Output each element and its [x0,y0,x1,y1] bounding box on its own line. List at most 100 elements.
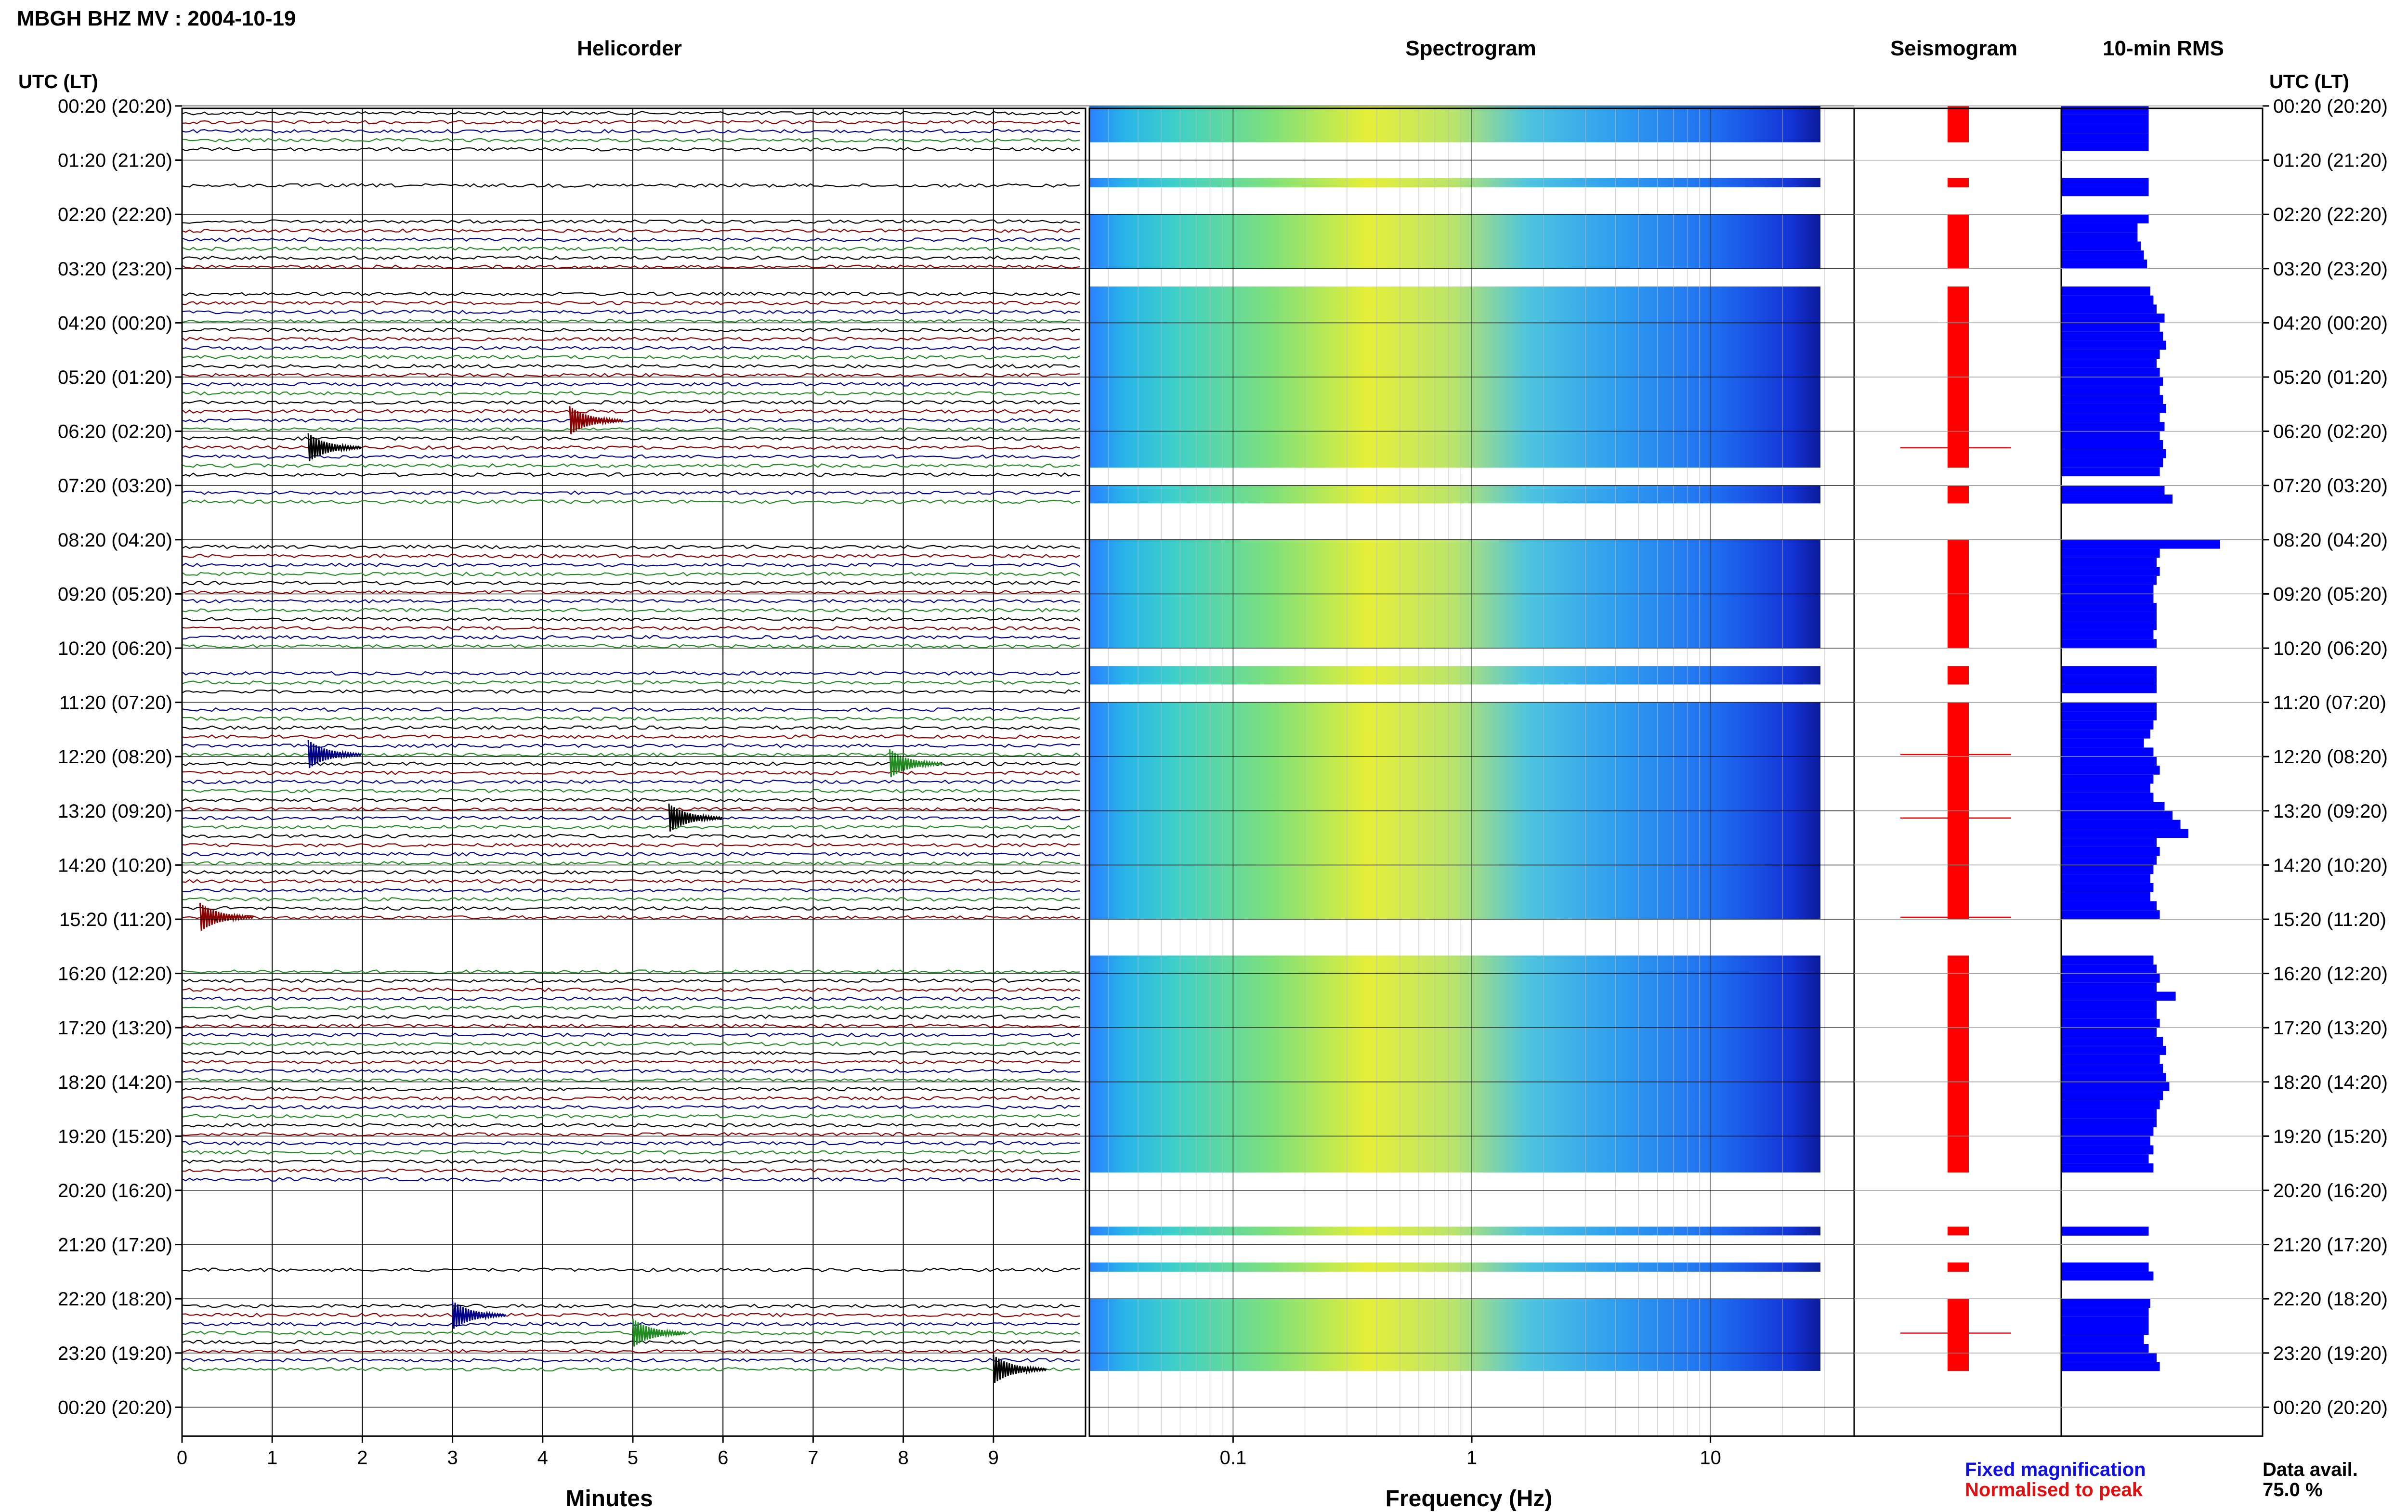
rms-bar [2061,178,2149,187]
helicorder-trace [182,626,1080,631]
helicorder-trace [182,382,1080,387]
helicorder-trace [182,879,1080,884]
helicorder-trace [182,318,1080,324]
hour-label-right: 06:20 (02:20) [2273,421,2388,443]
minute-tick-label: 4 [537,1447,548,1468]
rms-bar [2061,359,2157,368]
rms-bar [2061,232,2138,242]
hour-label-right: 09:20 (05:20) [2273,584,2388,605]
rms-bar [2061,440,2163,449]
rms-bar [2061,1055,2160,1064]
rms-bar [2061,874,2150,883]
rms-bar [2061,585,2154,594]
hour-label-right: 13:20 (09:20) [2273,801,2388,822]
spectrogram-block [1089,666,1820,685]
hour-label-right: 17:20 (13:20) [2273,1017,2388,1039]
hour-label-right: 12:20 (08:20) [2273,746,2388,768]
helicorder-trace [182,391,1080,396]
helicorder-trace [182,725,1080,730]
helicorder-trace [182,310,1080,314]
panel-frame [181,107,1086,1437]
spectrogram-x-label: Frequency (Hz) [1385,1486,1553,1512]
hour-label-left: 15:20 (11:20) [59,909,172,930]
helicorder-trace [182,1141,1080,1146]
rms-bar [2061,630,2154,639]
helicorder-trace [182,716,1080,721]
hour-label-right: 20:20 (16:20) [2273,1180,2388,1201]
hour-label-left: 22:20 (18:20) [58,1289,172,1310]
helicorder-trace [182,237,1080,242]
rms-bar [2061,467,2160,477]
helicorder-trace [182,996,1080,1001]
helicorder-title: Helicorder [577,37,682,60]
hour-label-right: 03:20 (23:20) [2273,259,2388,280]
helicorder-trace [182,409,1080,414]
spectrogram-title: Spectrogram [1405,37,1536,60]
hour-label-left: 09:20 (05:20) [58,584,172,605]
axis-labels: 00:20 (20:20) 00:20 (20:20) 01:20 (21:20) 0… [58,96,2388,1468]
helicorder-trace [182,1357,1080,1363]
rms-bar [2061,331,2163,341]
helicorder-trace [182,246,1080,251]
hour-label-left: 12:20 (08:20) [58,746,172,768]
helicorder-trace [182,1159,1080,1164]
seismogram-trace [1948,666,1969,685]
hour-label-left: 04:20 (00:20) [58,313,172,334]
helicorder-trace [182,1132,1080,1137]
rms-bar [2061,133,2149,143]
rms-bar [2061,675,2157,684]
helicorder-trace [182,689,1080,694]
seismic-event [668,803,723,832]
rms-bar [2061,1091,2163,1100]
helicorder-trace [182,490,1080,495]
minute-tick-label: 2 [357,1447,367,1468]
helicorder-trace [182,337,1080,341]
rms-bar [2061,286,2150,296]
frequency-tick-label: 1 [1466,1447,1477,1468]
helicorder-trace [182,354,1080,360]
hour-label-right: 15:20 (11:20) [2273,909,2386,930]
hour-label-left: 20:20 (16:20) [58,1180,172,1201]
rms-bar [2061,1136,2150,1146]
helicorder-trace [182,580,1080,586]
helicorder-trace [182,183,1080,188]
rms-bar [2061,431,2160,440]
rms-bar [2061,1127,2154,1136]
helicorder-trace [182,400,1080,405]
hour-label-left: 07:20 (03:20) [58,475,172,496]
helicorder-trace [182,255,1080,260]
rms-bar [2061,955,2154,965]
helicorder-trace [182,1114,1080,1119]
helicorder-trace [182,544,1080,549]
rms-bar [2061,567,2160,576]
helicorder-trace [182,707,1080,712]
rms-bar [2061,603,2157,612]
helicorder-trace [182,1349,1080,1354]
seismic-event [307,740,362,769]
rms-bar [2061,738,2144,748]
helicorder-trace [182,807,1080,811]
rms-bar [2061,720,2154,730]
rms-bar [2061,1145,2154,1155]
rms-bar [2061,1082,2170,1091]
hour-label-left: 02:20 (22:20) [58,204,172,225]
helicorder-trace [182,300,1080,305]
seismogram-trace [1948,106,1969,143]
rms-bar [2061,1064,2163,1073]
spectrogram-block [1089,214,1820,269]
helicorder-trace [182,680,1080,685]
helicorder-trace [182,969,1080,974]
rms-bar [2061,223,2138,233]
hour-label-right: 00:20 (20:20) [2273,96,2388,117]
helicorder-trace [182,978,1080,983]
minute-tick-label: 1 [267,1447,277,1468]
hour-label-left: 00:20 (20:20) [58,1397,172,1418]
spectrogram-block [1089,178,1820,187]
spectrogram-block [1089,1226,1820,1236]
rms-bar [2061,847,2160,856]
rms-bar [2061,1010,2157,1019]
hour-label-left: 01:20 (21:20) [58,150,172,171]
hour-label-right: 23:20 (19:20) [2273,1343,2388,1364]
hour-label-left: 19:20 (15:20) [58,1126,172,1147]
